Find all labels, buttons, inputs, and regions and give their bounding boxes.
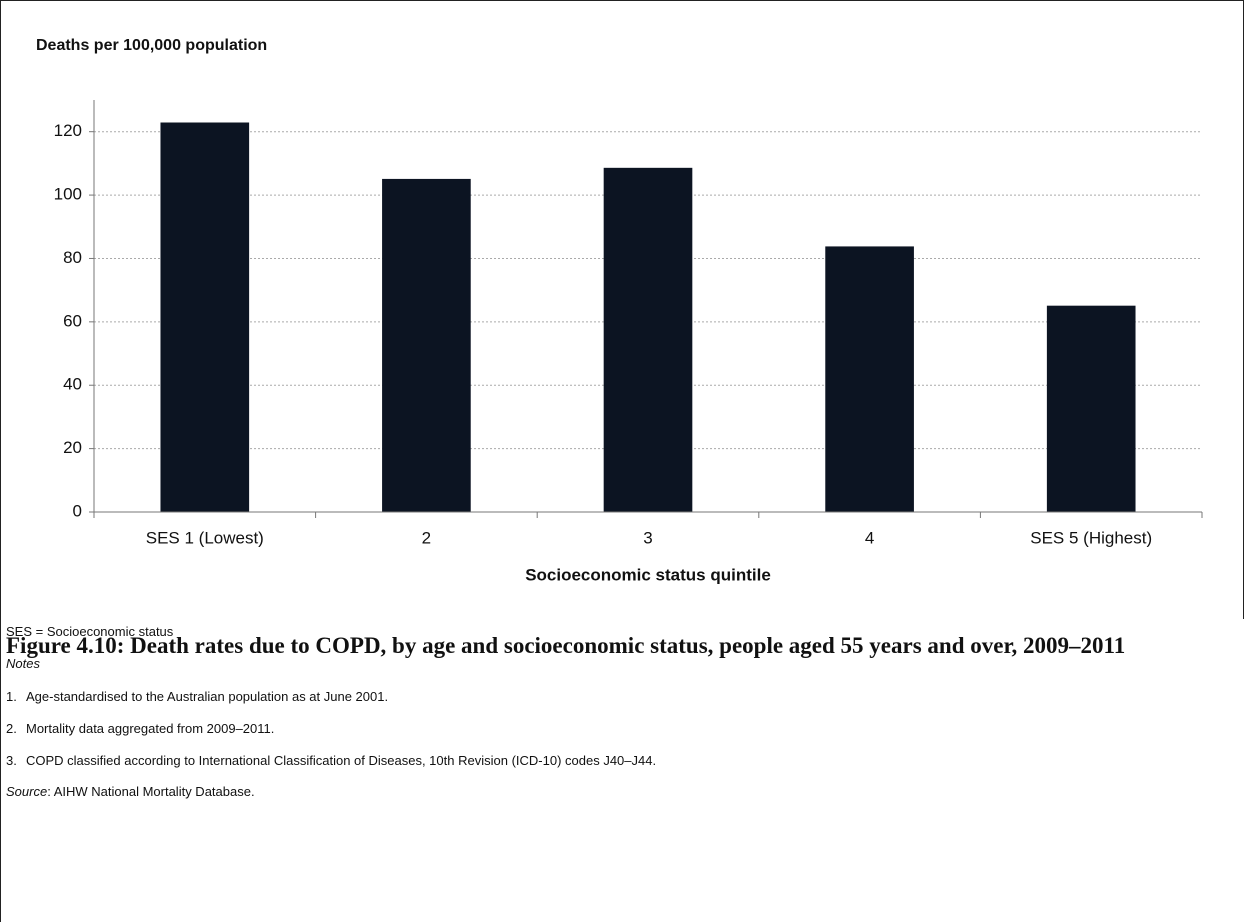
bar: [825, 246, 914, 512]
y-axis-title: Deaths per 100,000 population: [36, 37, 267, 54]
notes-heading: Notes: [6, 656, 40, 671]
bar: [1046, 305, 1136, 512]
bar: [382, 178, 471, 512]
source: Source: AIHW National Mortality Database…: [6, 784, 255, 799]
note-item: 3. COPD classified according to Internati…: [6, 753, 656, 768]
note-number: 3.: [6, 753, 17, 768]
x-tick-label: 2: [422, 528, 431, 547]
note-text: Mortality data aggregated from 2009–2011…: [26, 721, 275, 736]
source-label: Source: [6, 784, 48, 799]
y-tick-label: 80: [63, 248, 82, 267]
source-text: : AIHW National Mortality Database.: [47, 784, 255, 799]
chart: Deaths per 100,000 population Socioecono…: [36, 37, 1203, 584]
y-tick-label: 0: [73, 501, 82, 520]
note-number: 2.: [6, 721, 17, 736]
bar: [603, 167, 693, 512]
y-tick-label: 120: [54, 121, 82, 140]
bar: [160, 122, 250, 513]
x-tick-label: SES 1 (Lowest): [146, 528, 264, 547]
note-item: 2. Mortality data aggregated from 2009–20…: [6, 721, 274, 736]
note-number: 1.: [6, 689, 17, 704]
x-axis-title: Socioeconomic status quintile: [525, 565, 771, 584]
x-tick-label: SES 5 (Highest): [1030, 528, 1152, 547]
x-tick-label: 4: [865, 528, 874, 547]
y-tick-label: 60: [63, 311, 82, 330]
y-tick-label: 100: [54, 185, 82, 204]
note-item: 1. Age-standardised to the Australian pop…: [6, 689, 388, 704]
y-tick-label: 20: [63, 438, 82, 457]
abbreviation: SES = Socioeconomic status: [6, 624, 174, 639]
note-text: COPD classified according to Internation…: [26, 753, 657, 768]
y-tick-label: 40: [63, 375, 82, 394]
frame-edge: [0, 618, 1, 922]
caption: Figure 4.10: Death rates due to COPD, by…: [6, 633, 1126, 658]
note-text: Age-standardised to the Australian popul…: [26, 689, 389, 704]
x-tick-label: 3: [643, 528, 652, 547]
